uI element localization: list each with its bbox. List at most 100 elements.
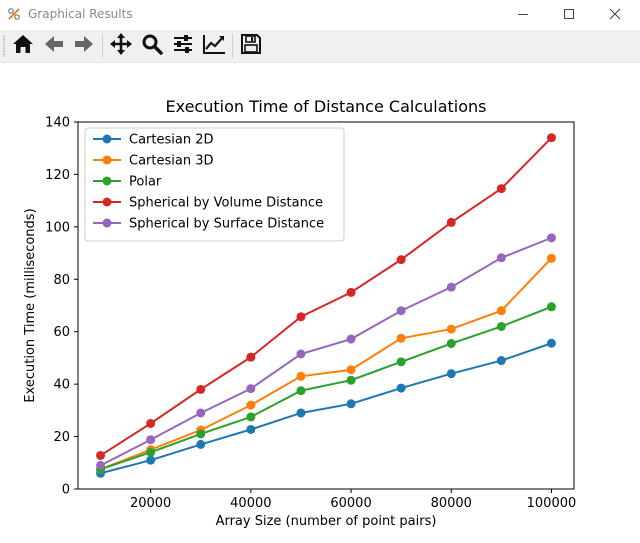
data-point [146, 418, 156, 428]
window-title: Graphical Results [28, 7, 133, 21]
data-point [396, 383, 406, 393]
maximize-button[interactable] [546, 0, 592, 28]
x-tick-label: 80000 [431, 496, 472, 511]
execution-time-chart: Execution Time of Distance Calculations 2… [23, 97, 577, 529]
toolbar-separator [102, 34, 103, 58]
data-point [496, 306, 506, 316]
title-bar: Graphical Results [0, 0, 640, 28]
data-point [396, 333, 406, 343]
y-tick-label: 60 [53, 325, 70, 340]
x-axis-label: Array Size (number of point pairs) [216, 514, 437, 529]
configure-subplots-icon [172, 33, 194, 59]
x-tick-label: 20000 [130, 496, 171, 511]
legend-marker [102, 176, 112, 186]
data-point [546, 133, 556, 143]
legend-marker [102, 134, 112, 144]
legend-label: Spherical by Surface Distance [129, 217, 324, 232]
back-arrow-icon [43, 33, 65, 59]
y-tick-label: 140 [45, 116, 70, 131]
data-point [246, 384, 256, 394]
legend-label: Cartesian 2D [129, 133, 214, 148]
data-point [496, 356, 506, 366]
series-line [100, 137, 553, 457]
data-point [346, 375, 356, 385]
configure-subplots-button[interactable] [170, 33, 196, 59]
data-point [296, 312, 306, 322]
chart-title: Execution Time of Distance Calculations [166, 97, 487, 116]
data-point [246, 352, 256, 362]
data-point [446, 217, 456, 227]
close-icon [609, 5, 621, 24]
data-point [146, 455, 156, 465]
app-logo-icon [6, 6, 22, 22]
save-icon [240, 33, 262, 59]
x-tick-label: 40000 [230, 496, 271, 511]
data-point [446, 282, 456, 292]
data-point [346, 287, 356, 297]
close-button[interactable] [592, 0, 638, 28]
y-tick-label: 20 [53, 430, 70, 445]
y-tick-label: 100 [45, 220, 70, 235]
data-point [296, 408, 306, 418]
data-point [96, 460, 106, 470]
data-point [396, 255, 406, 265]
maximize-icon [563, 5, 575, 24]
save-button[interactable] [238, 33, 264, 59]
navigation-toolbar [0, 30, 640, 63]
data-point [196, 429, 206, 439]
toolbar-grip[interactable] [3, 35, 5, 57]
plot-frame [77, 121, 575, 490]
series-line [100, 257, 553, 471]
zoom-icon [141, 33, 163, 59]
toolbar-separator [232, 34, 233, 58]
minimize-icon [517, 5, 529, 24]
zoom-button[interactable] [139, 33, 165, 59]
data-point [396, 306, 406, 316]
data-point [446, 369, 456, 379]
data-point [396, 357, 406, 367]
minimize-button[interactable] [500, 0, 546, 28]
data-point [196, 439, 206, 449]
legend-label: Cartesian 3D [129, 154, 214, 169]
data-point [196, 384, 206, 394]
home-button[interactable] [10, 33, 36, 59]
data-point [546, 338, 556, 348]
legend-label: Polar [129, 175, 162, 190]
x-tick-label: 60000 [330, 496, 371, 511]
forward-button[interactable] [71, 33, 97, 59]
edit-axis-icon [202, 33, 226, 59]
data-point [296, 371, 306, 381]
back-button[interactable] [41, 33, 67, 59]
data-point [446, 324, 456, 334]
pan-icon [109, 32, 133, 60]
legend-label: Spherical by Volume Distance [129, 196, 323, 211]
legend-box [84, 127, 345, 242]
home-icon [12, 33, 34, 59]
forward-arrow-icon [73, 33, 95, 59]
pan-button[interactable] [108, 33, 134, 59]
data-point [546, 233, 556, 243]
x-tick-label: 100000 [527, 496, 577, 511]
data-point [496, 253, 506, 263]
data-point [346, 399, 356, 409]
data-point [146, 447, 156, 457]
series-line [100, 236, 552, 467]
y-tick-label: 80 [53, 273, 70, 288]
data-point [296, 386, 306, 396]
data-point [546, 302, 556, 312]
data-point [496, 184, 506, 194]
legend-marker [102, 218, 112, 228]
data-point [446, 339, 456, 349]
y-tick-label: 120 [45, 168, 70, 183]
data-point [146, 435, 156, 445]
data-point [246, 424, 256, 434]
data-point [546, 253, 556, 263]
data-point [196, 408, 206, 418]
series-line [100, 305, 552, 471]
edit-axis-button[interactable] [201, 33, 227, 59]
legend-marker [102, 155, 112, 165]
data-point [96, 450, 106, 460]
data-point [246, 400, 256, 410]
data-point [496, 321, 506, 331]
